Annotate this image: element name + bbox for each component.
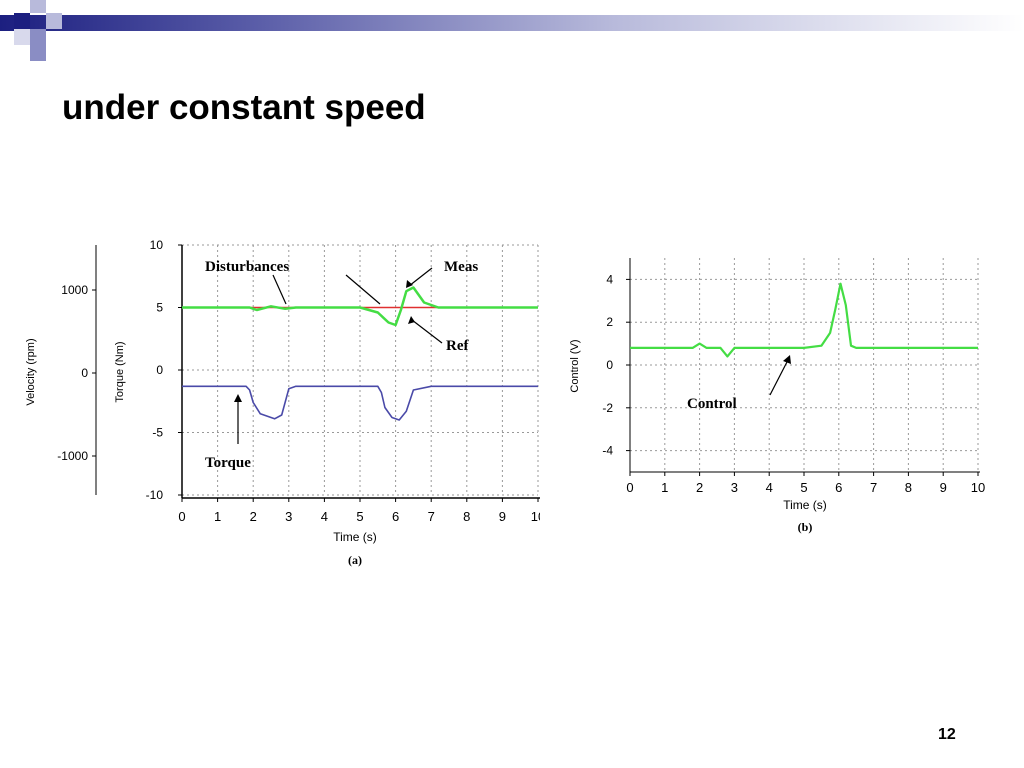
x-tick-label: 0 xyxy=(178,509,185,524)
series-meas-line xyxy=(182,286,538,327)
velocity-axis-label: Velocity (rpm) xyxy=(25,338,37,405)
arrow-control xyxy=(769,359,789,396)
x-ticks: 0 1 2 3 4 5 6 7 8 9 10 xyxy=(626,472,985,495)
caption-b: (b) xyxy=(798,520,813,534)
x-tick-label: 2 xyxy=(250,509,257,524)
x-tick-label: 10 xyxy=(531,509,540,524)
chart-b: 4 2 0 -2 -4 0 1 2 3 4 5 6 7 8 9 10 Control (V) Time (s… xyxy=(569,258,985,534)
torque-axis-label: Torque (Nm) xyxy=(114,341,126,402)
velocity-tick-label: -1000 xyxy=(57,449,88,463)
torque-ticks: 10 5 0 -5 -10 xyxy=(146,238,182,502)
annotation-torque: Torque xyxy=(205,455,251,471)
x-tick-label: 3 xyxy=(731,480,738,495)
y-tick-label: 2 xyxy=(606,315,613,329)
x-tick-label: 1 xyxy=(214,509,221,524)
torque-tick-label: -10 xyxy=(146,488,164,502)
x-tick-label: 5 xyxy=(800,480,807,495)
arrowhead-control xyxy=(783,355,791,364)
header-square-mid xyxy=(14,29,30,45)
arrowhead-ref xyxy=(408,316,415,324)
header-gradient-bar xyxy=(0,15,1024,31)
grid xyxy=(182,244,539,496)
x-tick-label: 8 xyxy=(905,480,912,495)
arrow-disturbances-2 xyxy=(345,274,381,305)
arrowhead-meas xyxy=(406,280,413,288)
y-tick-label: -2 xyxy=(602,401,613,415)
x-tick-label: 7 xyxy=(870,480,877,495)
header-square-dark xyxy=(14,13,30,29)
y-axis-label: Control (V) xyxy=(569,339,581,392)
header-square-mid xyxy=(30,29,46,45)
annotation-control: Control xyxy=(687,396,737,412)
caption-a: (a) xyxy=(348,553,362,567)
x-tick-label: 9 xyxy=(940,480,947,495)
y-tick-label: 0 xyxy=(606,358,613,372)
series-group xyxy=(630,282,978,358)
x-tick-label: 2 xyxy=(696,480,703,495)
y-tick-label: 4 xyxy=(606,272,613,286)
x-axis-label: Time (s) xyxy=(783,498,827,512)
annotation-disturbances: Disturbances xyxy=(205,259,289,275)
torque-tick-label: -5 xyxy=(152,426,163,440)
x-tick-label: 7 xyxy=(428,509,435,524)
arrowhead-torque xyxy=(234,394,242,402)
x-ticks: 0 1 2 3 4 5 6 7 8 9 10 xyxy=(178,498,540,524)
torque-tick-label: 0 xyxy=(156,363,163,377)
x-tick-label: 6 xyxy=(392,509,399,524)
x-tick-label: 6 xyxy=(835,480,842,495)
y-ticks: 4 2 0 -2 -4 xyxy=(602,272,630,458)
annotation-meas: Meas xyxy=(444,259,478,275)
arrow-disturbances-1 xyxy=(272,274,287,305)
header-square-mid xyxy=(30,45,46,61)
header-square-light xyxy=(46,13,62,29)
x-tick-label: 3 xyxy=(285,509,292,524)
arrow-meas xyxy=(408,267,433,287)
series-control-line xyxy=(630,282,978,358)
x-tick-label: 9 xyxy=(499,509,506,524)
series-group xyxy=(182,286,538,421)
torque-tick-label: 10 xyxy=(150,238,164,252)
chart-a: 1000 0 -1000 10 5 0 -5 -10 0 1 2 3 4 5 6 7 8 9 10 Veloci… xyxy=(25,238,540,567)
x-tick-label: 10 xyxy=(971,480,985,495)
x-tick-label: 4 xyxy=(321,509,328,524)
x-tick-label: 8 xyxy=(463,509,470,524)
velocity-tick-label: 1000 xyxy=(61,283,88,297)
x-tick-label: 1 xyxy=(661,480,668,495)
y-tick-label: -4 xyxy=(602,444,613,458)
x-tick-label: 5 xyxy=(356,509,363,524)
x-axis-label: Time (s) xyxy=(333,530,377,544)
page-number: 12 xyxy=(938,726,956,743)
velocity-tick-label: 0 xyxy=(81,366,88,380)
annotation-ref: Ref xyxy=(446,338,469,354)
velocity-ticks: 1000 0 -1000 xyxy=(57,283,96,463)
x-tick-label: 4 xyxy=(766,480,773,495)
torque-tick-label: 5 xyxy=(156,301,163,315)
series-torque-line xyxy=(182,385,538,421)
arrow-ref xyxy=(411,319,443,344)
x-tick-label: 0 xyxy=(626,480,633,495)
header-square-light xyxy=(30,0,46,13)
grid xyxy=(630,258,979,472)
slide-title: under constant speed xyxy=(62,88,426,127)
